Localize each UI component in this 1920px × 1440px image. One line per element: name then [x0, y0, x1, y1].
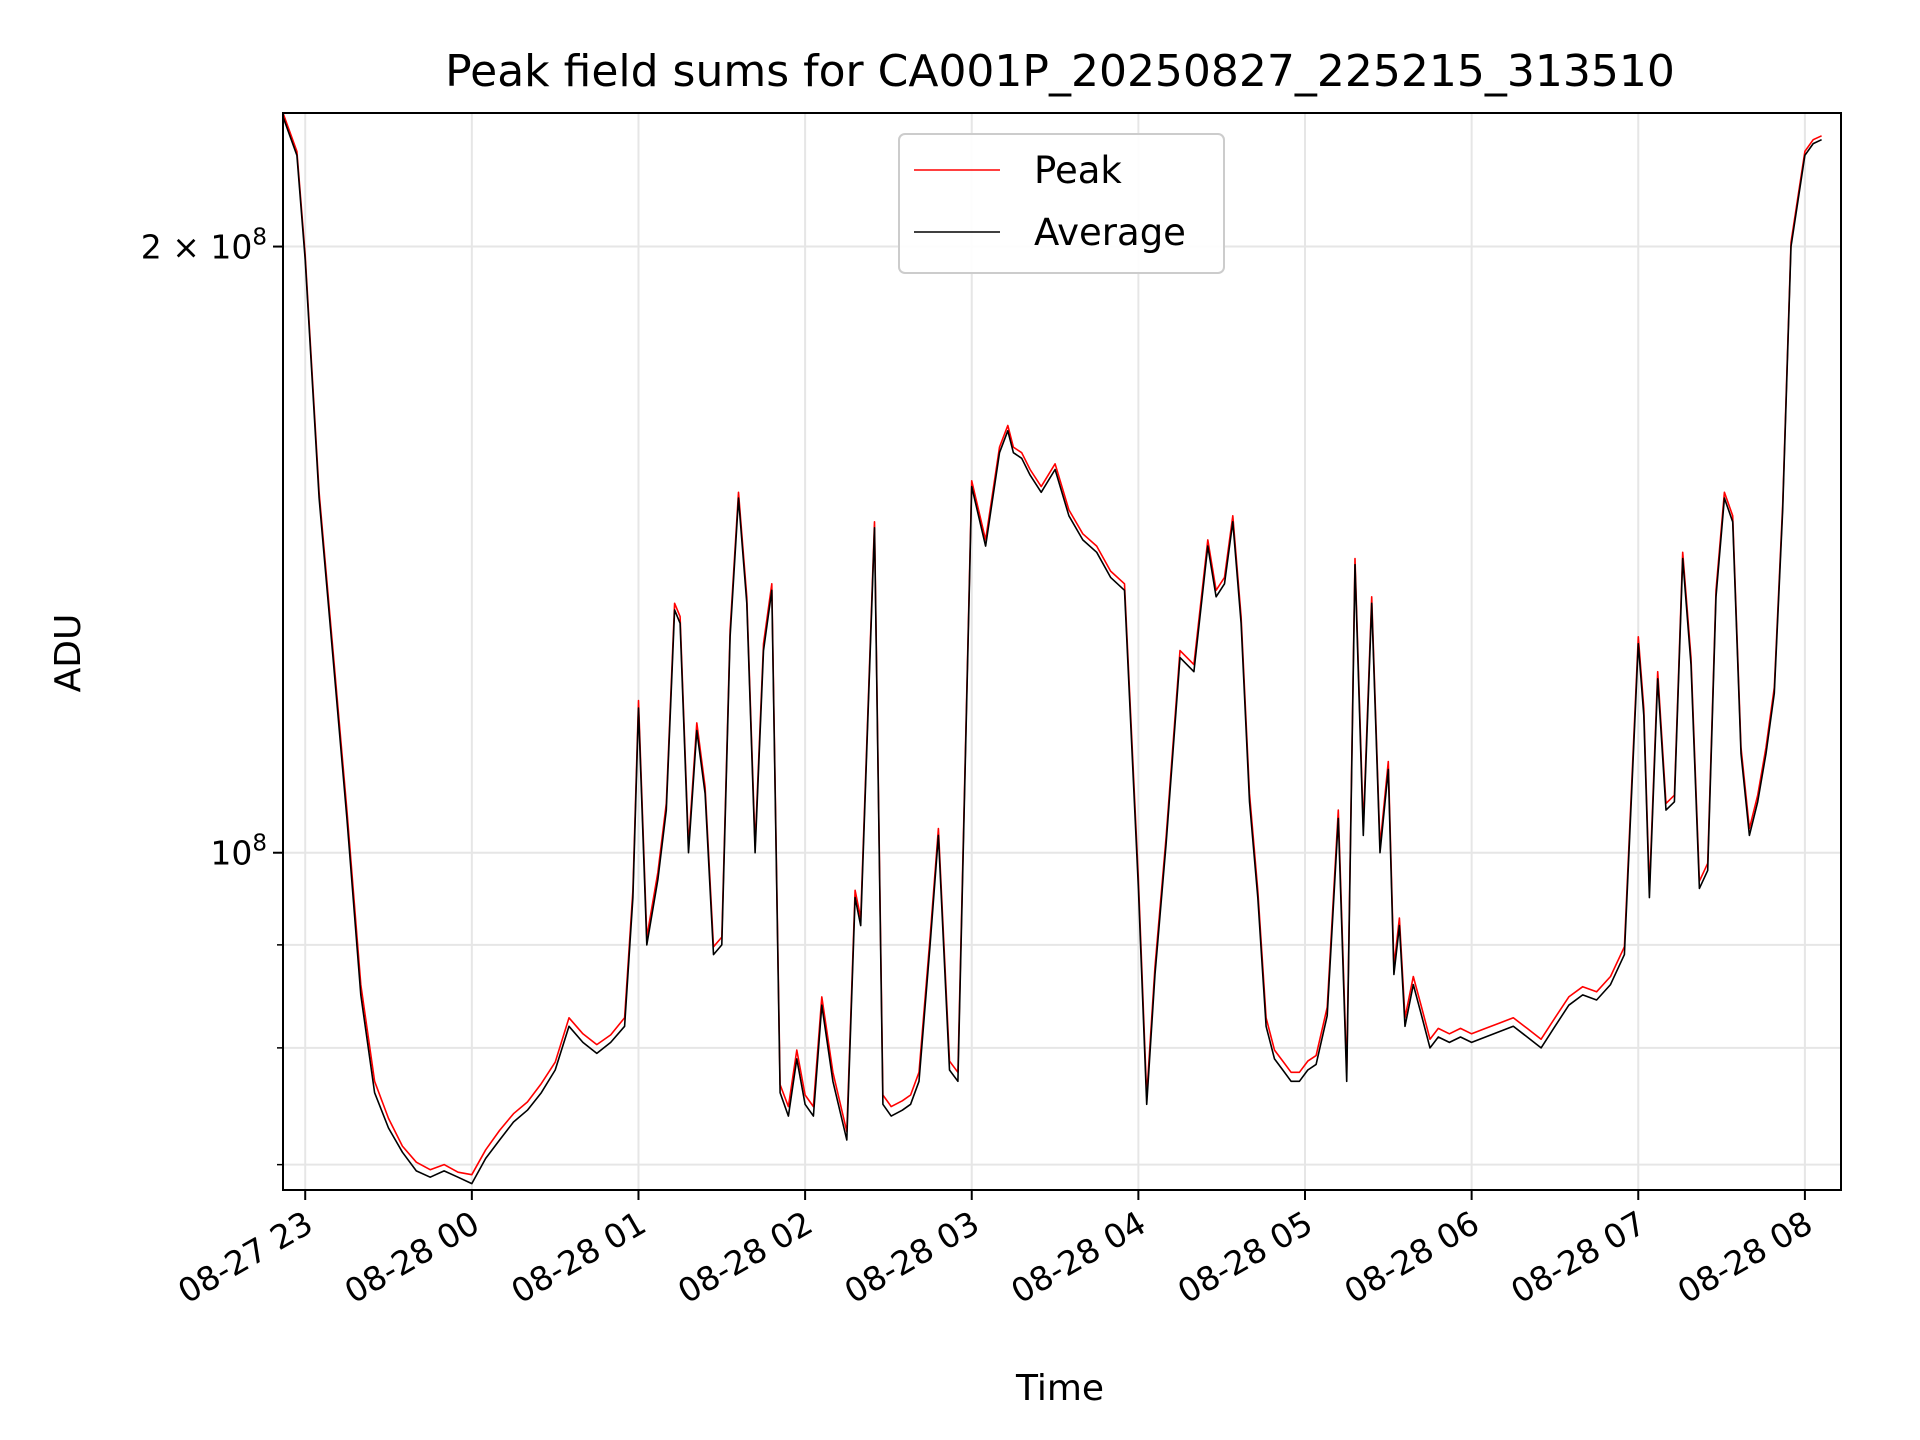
x-axis-label: Time — [1015, 1368, 1104, 1409]
series-line-peak — [282, 112, 1822, 1176]
y-tick-label: 108 — [210, 831, 267, 873]
chart-title: Peak field sums for CA001P_20250827_2252… — [445, 46, 1675, 97]
legend-label-average: Average — [1034, 211, 1186, 254]
y-axis: 2 × 108 108 — [141, 225, 283, 1166]
y-axis-label: ADU — [48, 614, 89, 693]
series-line-average — [282, 116, 1822, 1185]
legend: Peak Average — [898, 133, 1225, 274]
y-tick-label: 2 × 108 — [141, 225, 267, 267]
legend-label-peak: Peak — [1034, 149, 1122, 192]
plot-frame — [282, 112, 1842, 1191]
plot-lines — [282, 112, 1822, 1185]
legend-box — [898, 133, 1225, 274]
